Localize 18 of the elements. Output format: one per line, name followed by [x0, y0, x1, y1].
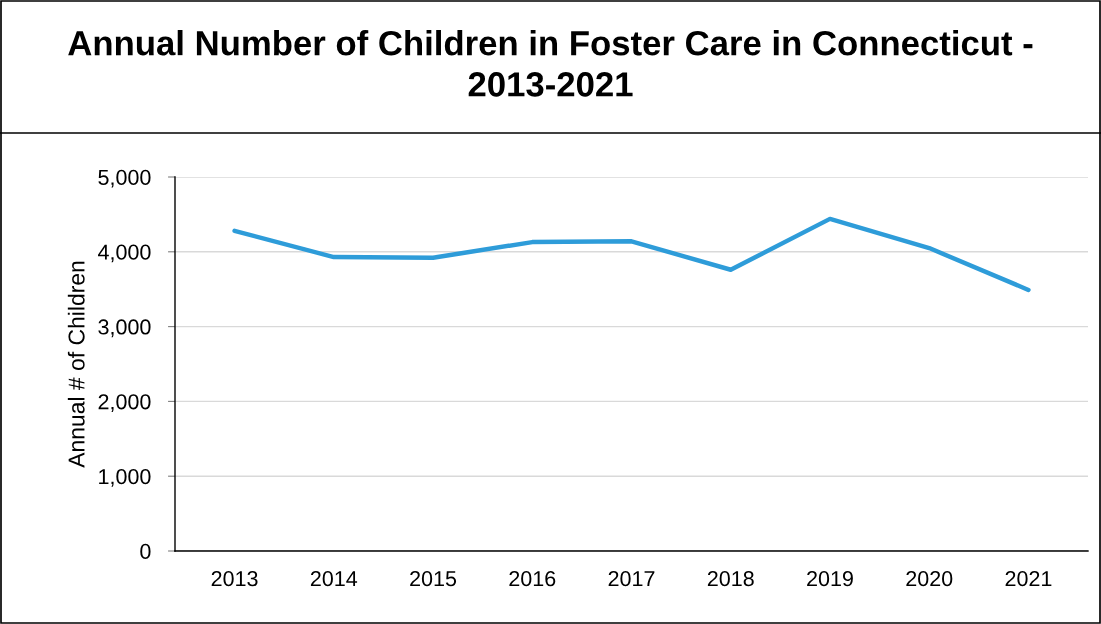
x-tick-label: 2016	[509, 571, 556, 587]
y-tick-label: 1,000	[99, 468, 151, 487]
x-tick-label: 2015	[410, 571, 457, 587]
y-tick-label: 3,000	[98, 319, 151, 338]
chart-title: Annual Number of Children in Foster Care in Connecticut - 2013-2021	[68, 30, 1033, 97]
x-tick-label: 2017	[608, 571, 655, 587]
line-series	[232, 216, 1031, 293]
y-tick-label: 5,000	[98, 169, 151, 188]
y-tick-label: 4,000	[98, 244, 151, 263]
y-tick-label: 2,000	[98, 394, 151, 412]
x-tick-label: 2018	[707, 571, 754, 587]
x-tick-label: 2019	[807, 571, 853, 587]
y-tick-label: 0	[140, 543, 151, 560]
x-tick-label: 2020	[906, 571, 953, 587]
x-tick-label: 2014	[310, 571, 358, 587]
x-tick-label: 2013	[211, 571, 258, 587]
y-axis-title: Annual # of Children	[67, 261, 85, 468]
x-tick-label: 2021	[1005, 571, 1052, 587]
